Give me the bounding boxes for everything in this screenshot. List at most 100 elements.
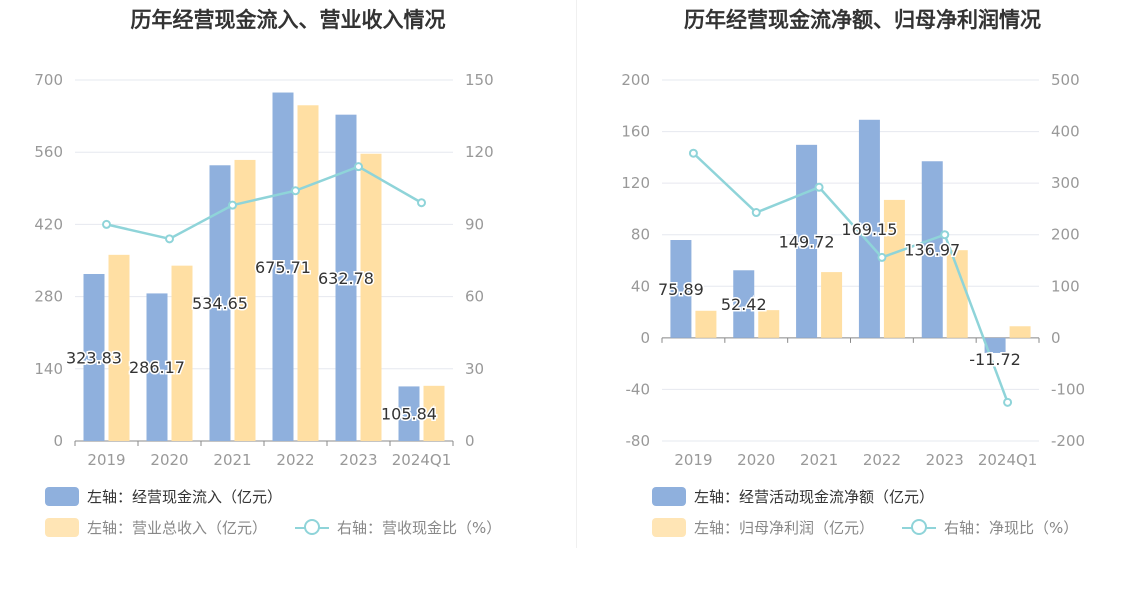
legend-swatch-net-cash bbox=[652, 487, 686, 506]
y-right-tick-label: 120 bbox=[465, 143, 494, 161]
bar-secondary bbox=[423, 385, 445, 441]
data-label: 52.42 bbox=[721, 295, 767, 314]
ratio-line bbox=[106, 165, 423, 241]
bar-primary bbox=[335, 114, 357, 441]
y-right-tick-label: 150 bbox=[465, 71, 494, 89]
legend-item-net-profit[interactable]: 左轴：归母净利润（亿元） bbox=[652, 517, 874, 538]
y-right-tick-label: 100 bbox=[1051, 277, 1080, 295]
data-label: 149.72 bbox=[779, 232, 835, 251]
bar-secondary bbox=[821, 272, 843, 338]
y-left-tick-label: 40 bbox=[631, 277, 650, 295]
x-tick-label: 2022 bbox=[863, 451, 901, 469]
x-tick-label: 2019 bbox=[674, 451, 712, 469]
y-right-tick-label: 300 bbox=[1051, 174, 1080, 192]
y-right-tick-label: 0 bbox=[465, 432, 475, 450]
ratio-point bbox=[940, 230, 950, 240]
y-right-tick-label: 30 bbox=[465, 360, 484, 378]
chart-title: 历年经营现金流入、营业收入情况 bbox=[130, 8, 446, 32]
legend-swatch-cash-inflow bbox=[45, 487, 79, 506]
ratio-point bbox=[814, 182, 824, 192]
legend-label: 左轴：经营活动现金流净额（亿元） bbox=[694, 488, 935, 506]
y-right-tick-label: 90 bbox=[465, 215, 484, 233]
legend-item-net-ratio[interactable]: 右轴：净现比（%） bbox=[902, 517, 1078, 538]
bar-primary bbox=[83, 273, 105, 441]
bar-primary bbox=[209, 165, 231, 441]
y-right-tick-label: 200 bbox=[1051, 226, 1080, 244]
ratio-point bbox=[354, 162, 363, 172]
legend-item-net-cash[interactable]: 左轴：经营活动现金流净额（亿元） bbox=[652, 486, 934, 507]
legend-line-net-ratio-icon bbox=[902, 518, 936, 537]
bar-primary bbox=[984, 337, 1006, 353]
bar-secondary bbox=[758, 310, 780, 338]
ratio-point bbox=[165, 234, 174, 244]
x-tick-label: 2024Q1 bbox=[978, 451, 1038, 469]
bar-secondary bbox=[695, 310, 717, 338]
data-label: 105.84 bbox=[381, 405, 437, 424]
legend-label: 左轴：归母净利润（亿元） bbox=[694, 519, 875, 537]
data-label: 75.89 bbox=[658, 280, 704, 299]
y-left-tick-label: 120 bbox=[621, 174, 650, 192]
legend-item-ratio[interactable]: 右轴：营收现金比（%） bbox=[295, 517, 501, 538]
legend-swatch-revenue bbox=[45, 518, 79, 537]
legend-label: 左轴：营业总收入（亿元） bbox=[87, 519, 268, 537]
bar-secondary bbox=[946, 250, 968, 338]
chart-panel-cash-inflow: 历年经营现金流入、营业收入情况 0 0 140 30 280 60 420 90 560 120 7… bbox=[34, 8, 501, 538]
x-tick-label: 2024Q1 bbox=[392, 451, 452, 469]
data-label: 136.97 bbox=[904, 241, 960, 260]
bar-primary bbox=[670, 240, 692, 338]
x-tick-label: 2020 bbox=[150, 451, 188, 469]
x-tick-label: 2019 bbox=[87, 451, 125, 469]
data-label: 675.71 bbox=[255, 258, 311, 277]
bar-primary bbox=[921, 161, 943, 338]
ratio-point bbox=[228, 200, 237, 210]
legend-label: 右轴：净现比（%） bbox=[944, 519, 1079, 537]
bar-primary bbox=[733, 270, 755, 338]
y-right-tick-label: -200 bbox=[1051, 432, 1085, 450]
ratio-point bbox=[291, 186, 300, 196]
data-label: -11.72 bbox=[969, 350, 1021, 369]
chart-panel-net-cash: 历年经营现金流净额、归母净利润情况 -80 -200 -40 -100 0 0 40 100 8… bbox=[577, 0, 1148, 589]
y-left-tick-label: 560 bbox=[34, 143, 63, 161]
bar-primary bbox=[858, 119, 880, 338]
x-tick-label: 2021 bbox=[213, 451, 251, 469]
legend-item-cash-inflow[interactable]: 左轴：经营现金流入（亿元） bbox=[45, 486, 282, 507]
data-label: 323.83 bbox=[66, 348, 122, 367]
y-left-tick-label: 200 bbox=[621, 71, 650, 89]
ratio-point bbox=[417, 198, 426, 208]
y-left-tick-label: -40 bbox=[626, 380, 651, 398]
chart-net-cash-profit: -80 -200 -40 -100 0 0 40 100 80 200 120 300 160 400 20… bbox=[621, 71, 1085, 469]
data-label: 632.78 bbox=[318, 269, 374, 288]
panel-divider bbox=[576, 0, 577, 548]
x-tick-label: 2021 bbox=[800, 451, 838, 469]
data-label: 169.15 bbox=[841, 220, 897, 239]
bar-secondary bbox=[1009, 326, 1031, 338]
y-right-tick-label: 500 bbox=[1051, 71, 1080, 89]
legend-item-revenue[interactable]: 左轴：营业总收入（亿元） bbox=[45, 517, 267, 538]
x-tick-label: 2022 bbox=[276, 451, 314, 469]
y-left-tick-label: 420 bbox=[34, 215, 63, 233]
ratio-point bbox=[877, 252, 887, 262]
ratio-line bbox=[692, 152, 1009, 403]
bar-secondary bbox=[234, 159, 256, 441]
y-left-tick-label: 280 bbox=[34, 288, 63, 306]
x-tick-label: 2023 bbox=[926, 451, 964, 469]
y-right-tick-label: 400 bbox=[1051, 123, 1080, 141]
bar-secondary bbox=[883, 199, 905, 338]
ratio-point bbox=[688, 148, 698, 158]
ratio-point bbox=[102, 219, 111, 229]
legend-line-ratio-icon bbox=[295, 518, 329, 537]
chart-cash-inflow-revenue: 0 0 140 30 280 60 420 90 560 120 700 150 2019 2020 202… bbox=[34, 71, 494, 469]
y-left-tick-label: 700 bbox=[34, 71, 63, 89]
legend-label: 左轴：经营现金流入（亿元） bbox=[87, 488, 283, 506]
y-left-tick-label: 0 bbox=[53, 432, 63, 450]
bar-secondary bbox=[171, 265, 193, 441]
data-label: 286.17 bbox=[129, 358, 185, 377]
legend-label: 右轴：营收现金比（%） bbox=[337, 519, 502, 537]
bar-primary bbox=[146, 293, 168, 441]
y-left-tick-label: 80 bbox=[631, 226, 650, 244]
chart-title: 历年经营现金流净额、归母净利润情况 bbox=[684, 8, 1041, 32]
ratio-point bbox=[1003, 397, 1013, 407]
y-right-tick-label: -100 bbox=[1051, 380, 1085, 398]
y-right-tick-label: 0 bbox=[1051, 329, 1061, 347]
y-left-tick-label: 140 bbox=[34, 360, 63, 378]
